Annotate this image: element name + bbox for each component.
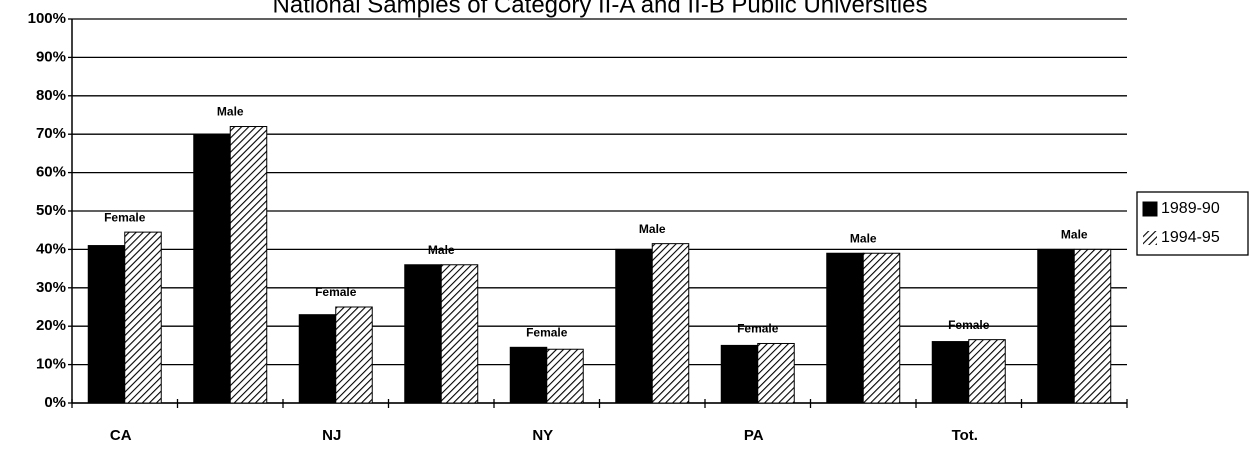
y-tick-label: 0% [44,394,66,411]
y-tick-label: 100% [28,10,66,27]
bar [651,243,690,404]
bar [615,248,653,404]
y-tick-label: 70% [36,125,66,142]
y-tick-label: 20% [36,317,66,334]
y-tick-label: 80% [36,87,66,104]
x-tick-label: CA [110,427,132,444]
legend-label: 1989-90 [1161,200,1220,217]
bar [124,231,162,404]
x-tick-label: Tot. [952,427,978,444]
legend-swatch [1142,201,1158,217]
bar [440,264,479,404]
y-tick-label: 90% [36,48,66,65]
bar [968,339,1006,404]
bar [193,133,231,404]
annotation: Female [737,322,779,336]
bar [229,126,268,404]
bar [509,346,548,404]
annotation: Female [315,285,357,299]
y-tick-label: 40% [36,240,66,257]
annotation: Female [948,318,990,332]
annotation: Male [850,231,877,245]
legend-swatch [1143,231,1157,245]
bar [298,314,337,404]
bar [1073,248,1112,404]
bar [862,252,901,404]
bar [720,344,759,404]
y-tick-label: 50% [36,202,66,219]
bar [931,341,970,404]
annotation: Male [639,222,666,236]
annotation: Female [526,325,568,339]
bar [757,342,795,404]
x-tick-label: NY [532,427,553,444]
annotation: Male [428,243,455,257]
bar [404,264,442,404]
chart-title: National Samples of Category II-A and II… [273,0,928,18]
bar [1037,248,1075,404]
x-tick-label: NJ [322,427,341,444]
legend-label: 1994-95 [1161,229,1220,246]
y-tick-label: 60% [36,164,66,181]
bar [335,306,373,404]
annotation: Male [217,105,244,119]
bar [826,252,864,404]
y-tick-label: 10% [36,356,66,373]
bar [546,348,584,404]
x-tick-label: PA [744,427,764,444]
annotation: Female [104,210,146,224]
annotation: Male [1061,228,1088,242]
y-tick-label: 30% [36,279,66,296]
bar [87,245,126,404]
